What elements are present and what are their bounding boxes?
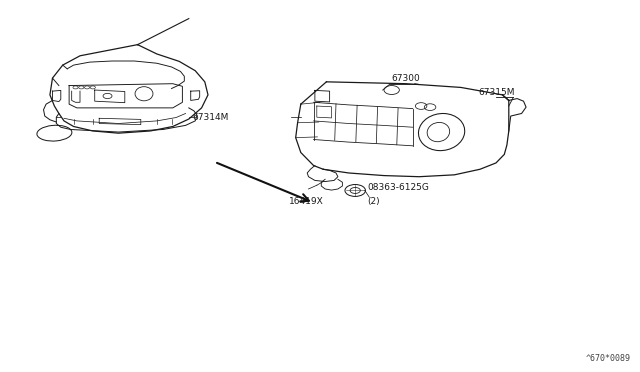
Text: (2): (2) <box>367 197 380 206</box>
Text: 67300: 67300 <box>392 74 420 83</box>
Text: ^670*0089: ^670*0089 <box>586 354 630 363</box>
Text: 67315M: 67315M <box>479 88 515 97</box>
Text: 67314M: 67314M <box>193 113 229 122</box>
Text: 08363-6125G: 08363-6125G <box>367 183 429 192</box>
Text: 16419X: 16419X <box>289 197 324 206</box>
